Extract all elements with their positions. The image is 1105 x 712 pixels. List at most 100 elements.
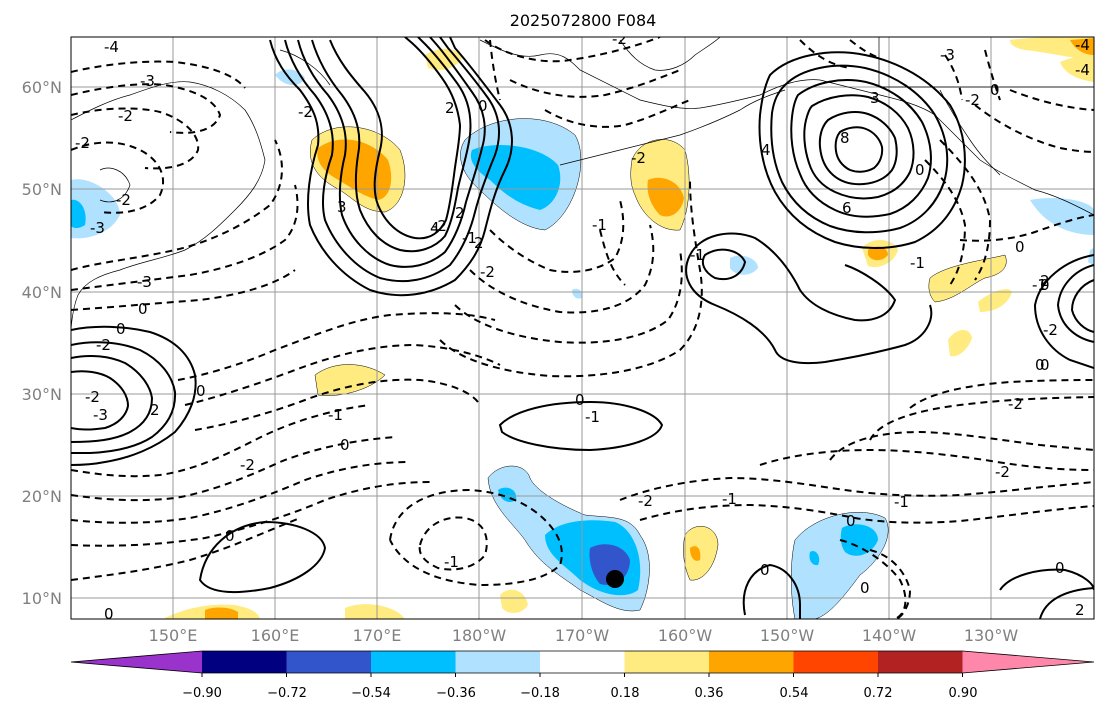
contour-label: 3 bbox=[337, 198, 347, 216]
colorbar-segment bbox=[286, 651, 372, 673]
lat-label: 20°N bbox=[22, 487, 62, 506]
contour-label: -3 bbox=[137, 273, 152, 291]
contour-label: 0 bbox=[116, 320, 126, 338]
colorbar-ticks bbox=[201, 673, 963, 677]
lat-label: 60°N bbox=[22, 78, 62, 97]
contour-label: -2 bbox=[118, 107, 133, 125]
contour-label: -1 bbox=[1032, 276, 1047, 294]
contour-label: -1 bbox=[462, 229, 477, 247]
contour-label: 0 bbox=[760, 561, 770, 579]
colorbar-tick-label: 0.54 bbox=[780, 686, 809, 701]
map-area: -4 -3 -2 -2 -3 -3 -2 -2 2 2 2 0 -2 -1 -2… bbox=[71, 36, 1094, 619]
contour-label: -2 bbox=[85, 388, 100, 406]
colorbar-segments bbox=[70, 650, 1095, 674]
contour-label: -2 bbox=[96, 336, 111, 354]
contour-label: -1 bbox=[585, 408, 600, 426]
contour-label: 0 bbox=[846, 512, 856, 530]
contour-label: 0 bbox=[138, 300, 148, 318]
contour-label: -1 bbox=[592, 216, 607, 234]
contour-label: 2 bbox=[1075, 601, 1085, 619]
contour-label: 3 bbox=[870, 89, 880, 107]
lon-label: 150°W bbox=[760, 626, 815, 645]
contour-label: -2 bbox=[432, 217, 447, 235]
contour-label: -1 bbox=[690, 246, 705, 264]
colorbar-tick-labels: −0.90 −0.72 −0.54 −0.36 −0.18 0.18 0.36 … bbox=[182, 686, 977, 701]
contour-label: -2 bbox=[1043, 321, 1058, 339]
contour-label: 0 bbox=[575, 391, 585, 409]
colorbar-segment bbox=[878, 651, 963, 673]
colorbar-tick-label: −0.72 bbox=[267, 686, 307, 701]
contour-label: 0 bbox=[225, 527, 235, 545]
contour-label: -2 bbox=[298, 103, 313, 121]
contour-labels: -4 -3 -2 -2 -3 -3 -2 -2 2 2 2 0 -2 -1 -2… bbox=[75, 36, 1090, 619]
colorbar-segment bbox=[455, 651, 541, 673]
contour-label: 0 bbox=[1055, 559, 1065, 577]
lon-label: 140°W bbox=[862, 626, 917, 645]
lat-label: 10°N bbox=[22, 589, 62, 608]
contour-label: -1 bbox=[444, 553, 459, 571]
contour-label: -2 bbox=[638, 492, 653, 510]
contour-label: -1 bbox=[910, 254, 925, 272]
contour-label: -3 bbox=[90, 219, 105, 237]
colorbar-tick-label: 0.18 bbox=[611, 686, 640, 701]
latitude-labels: 60°N 50°N 40°N 30°N 20°N 10°N bbox=[22, 78, 62, 608]
contour-label: 2 bbox=[445, 99, 455, 117]
colorbar-tick-label: −0.18 bbox=[520, 686, 560, 701]
contour-label: 0 bbox=[1040, 276, 1050, 294]
colorbar-segment bbox=[371, 651, 456, 673]
contour-label: 2 bbox=[150, 401, 160, 419]
colorbar-tick-label: 0.36 bbox=[695, 686, 724, 701]
lon-label: 170°E bbox=[353, 626, 402, 645]
colorbar-tick-label: 0.90 bbox=[949, 686, 978, 701]
contours-negative bbox=[71, 37, 1094, 619]
lat-label: 30°N bbox=[22, 385, 62, 404]
contour-label: 4 bbox=[761, 141, 771, 159]
contour-label: -3 bbox=[140, 72, 155, 90]
contour-label: -4 bbox=[1075, 61, 1090, 79]
colorbar-segment bbox=[624, 651, 710, 673]
colorbar-segment bbox=[709, 651, 794, 673]
positive-anomaly-shading bbox=[165, 37, 1094, 619]
contour-label: -2 bbox=[480, 263, 495, 281]
contour-label: -1 bbox=[722, 490, 737, 508]
contour-label: -2 bbox=[995, 463, 1010, 481]
colorbar-segment bbox=[793, 651, 879, 673]
storm-center-marker bbox=[606, 570, 624, 588]
colorbar-tick-label: −0.36 bbox=[436, 686, 476, 701]
contour-label: 2 bbox=[1040, 272, 1050, 290]
lat-label: 40°N bbox=[22, 283, 62, 302]
colorbar-extend-high bbox=[962, 651, 1094, 673]
colorbar-tick-label: −0.54 bbox=[351, 686, 391, 701]
contour-label: 8 bbox=[840, 129, 850, 147]
colorbar-tick-label: 0.72 bbox=[864, 686, 893, 701]
contour-label: -2 bbox=[631, 149, 646, 167]
contour-label: -3 bbox=[940, 46, 955, 64]
contour-label: -3 bbox=[93, 406, 108, 424]
lon-label: 170°W bbox=[555, 626, 610, 645]
contour-label: 2 bbox=[474, 234, 484, 252]
contour-label: 6 bbox=[842, 199, 852, 217]
colorbar-segment bbox=[540, 651, 625, 673]
colorbar-segment bbox=[202, 651, 287, 673]
contour-label: -2 bbox=[75, 134, 90, 152]
lon-label: 160°E bbox=[251, 626, 300, 645]
contour-label: 0 bbox=[860, 579, 870, 597]
lon-label: 150°E bbox=[149, 626, 198, 645]
lat-label: 50°N bbox=[22, 180, 62, 199]
colorbar-tick-label: −0.90 bbox=[182, 686, 222, 701]
contour-label: -2 bbox=[116, 191, 131, 209]
contour-label: 2 bbox=[455, 204, 465, 222]
colorbar: −0.90 −0.72 −0.54 −0.36 −0.18 0.18 0.36 … bbox=[70, 650, 1095, 701]
contour-label: -1 bbox=[894, 493, 909, 511]
contour-label: 0 bbox=[1035, 356, 1045, 374]
contour-label: -2 bbox=[1008, 395, 1023, 413]
contour-label: 0 bbox=[340, 436, 350, 454]
contour-label: 4 bbox=[430, 219, 440, 237]
map-frame bbox=[70, 36, 1095, 620]
contour-label: -4 bbox=[1075, 36, 1090, 54]
contour-label: 0 bbox=[990, 81, 1000, 99]
contour-label: -1 bbox=[328, 406, 343, 424]
lon-label: 180°W bbox=[452, 626, 507, 645]
contours-positive bbox=[71, 37, 1094, 619]
